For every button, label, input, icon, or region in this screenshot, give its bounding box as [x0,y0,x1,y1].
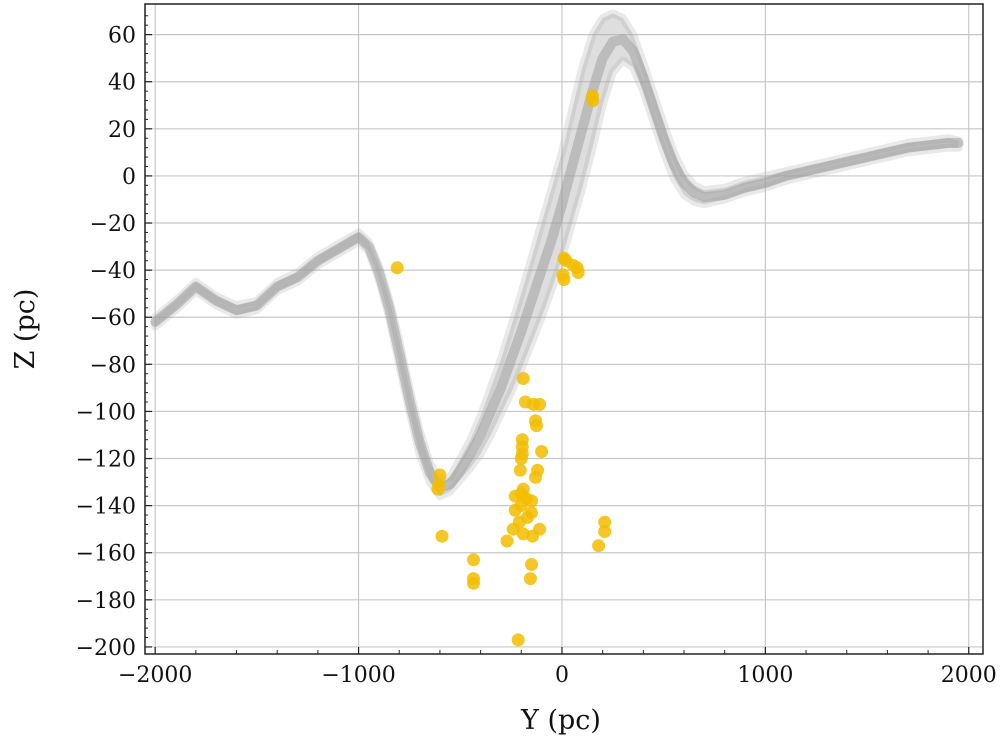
cluster-point [516,372,530,385]
wave-line-layer [150,34,964,492]
x-tick-label: −1000 [321,663,395,688]
axes-frame [144,3,984,655]
cluster-point [508,489,522,503]
y-tick-label: 60 [108,24,136,49]
cluster-point [523,572,537,586]
y-tick-label: −40 [90,259,136,284]
cluster-point [431,482,445,496]
cluster-point [526,529,539,543]
cluster-point [598,515,612,529]
cluster-point [435,529,449,543]
cluster-point [557,273,571,286]
y-axis-label: Z (pc) [10,289,41,370]
cluster-point [529,470,542,484]
cluster-point [530,419,543,433]
y-tick-label: −140 [76,495,136,520]
cluster-point [508,503,522,517]
cluster-point [467,576,480,590]
grid-layer [145,4,983,654]
cluster-point [586,94,600,108]
cluster-point [592,539,606,553]
y-tick-label: −120 [76,448,136,473]
cluster-point [500,534,514,548]
cluster-points-layer [390,89,612,647]
tick-labels-layer: −2000 −1000 0 1000 2000 60 40 20 0 −20 −40 −60 −80 −1… [76,24,997,688]
cluster-point [467,553,480,567]
y-tick-label: 20 [108,118,136,143]
y-tick-label: −60 [90,306,136,331]
x-tick-label: −2000 [118,663,192,688]
x-tick-label: 0 [555,663,569,688]
y-tick-label: −80 [90,353,136,378]
y-tick-label: 40 [108,71,136,96]
cluster-point [390,261,404,275]
cluster-point [506,522,520,536]
y-tick-label: −100 [76,400,136,425]
cluster-point [571,266,585,279]
cluster-point [433,468,447,482]
cluster-point [598,525,612,538]
y-tick-label: −20 [90,212,136,237]
x-axis-label: Y (pc) [520,705,601,736]
cluster-point [511,633,525,647]
y-tick-label: −180 [76,589,136,614]
y-tick-label: −160 [76,542,136,567]
cluster-point [525,558,538,571]
x-tick-label: 1000 [737,663,793,688]
cluster-point [514,452,528,465]
cluster-point [533,397,547,411]
y-tick-label: −200 [76,636,136,661]
y-tick-label: 0 [122,165,136,190]
wave-line [150,34,964,492]
cluster-point [513,463,527,477]
x-tick-label: 2000 [941,663,997,688]
cluster-point [525,494,538,508]
plot-background [145,4,983,654]
cluster-point [535,445,549,458]
axes-layer [144,3,984,655]
